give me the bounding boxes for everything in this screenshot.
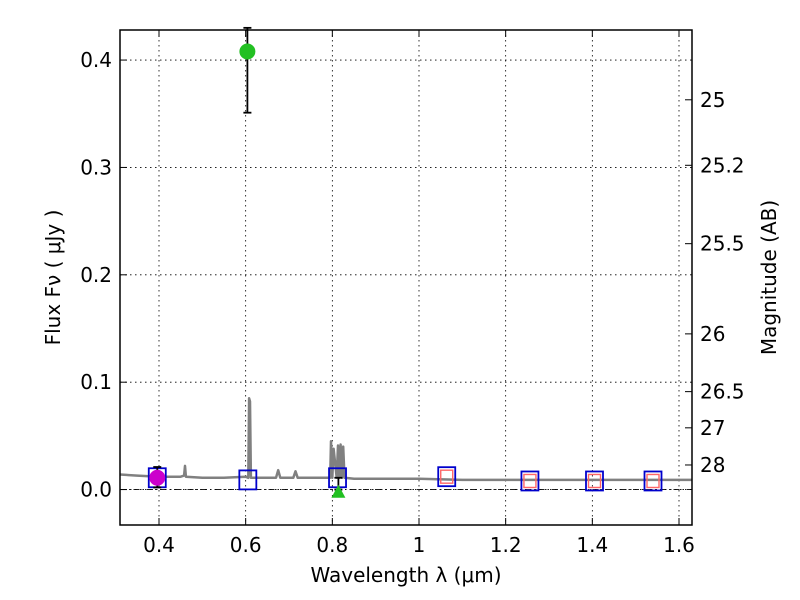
data-point-circle (149, 469, 166, 486)
x-tick-label: 0.8 (316, 533, 348, 557)
y-tick-label: 0.1 (80, 370, 112, 394)
model-square (523, 473, 537, 489)
y-axis-label: Flux Fν ( μJy ) (41, 210, 65, 346)
magnitude-tick-label: 25.2 (700, 153, 745, 177)
magnitude-tick-label: 25.5 (700, 232, 745, 256)
x-tick-label: 0.4 (143, 533, 175, 557)
photometry-square (520, 470, 540, 492)
model-square (646, 473, 660, 489)
magnitude-tick-label: 27 (700, 416, 725, 440)
magnitude-tick-label: 26.5 (700, 380, 745, 404)
photometry-square (437, 466, 457, 488)
x-tick-label: 1.2 (490, 533, 522, 557)
x-axis-label: Wavelength λ (μm) (310, 563, 501, 587)
magnitude-tick-label: 26 (700, 322, 725, 346)
data-point-circle (239, 43, 256, 60)
model-square (440, 469, 454, 484)
model-square (587, 473, 602, 489)
photometry-square (643, 470, 663, 492)
y-axis-right-label: Magnitude (AB) (757, 200, 781, 355)
x-tick-label: 1.6 (663, 533, 695, 557)
data-point-triangle (331, 484, 346, 498)
x-tick-label: 1 (413, 533, 426, 557)
y-tick-label: 0.0 (80, 478, 112, 502)
magnitude-tick-label: 28 (700, 453, 725, 477)
grid-lines (120, 30, 692, 525)
plot-frame (119, 29, 693, 526)
y-tick-label: 0.4 (80, 48, 112, 72)
magnitude-tick-label: 25 (700, 88, 725, 112)
x-tick-label: 0.6 (230, 533, 262, 557)
photometry-square (238, 469, 258, 491)
chart-marks (119, 26, 692, 498)
y-tick-label: 0.2 (80, 263, 112, 287)
axis-ticks: 0.4 0.6 0.8 1 1.2 1.4 1.6 0.0 0.1 0.2 0.3 0.4 25 25.2… (80, 30, 745, 557)
photometry-square (585, 470, 604, 492)
y-tick-label: 0.3 (80, 155, 112, 179)
x-tick-label: 1.4 (576, 533, 608, 557)
spectrum-line (119, 397, 692, 482)
